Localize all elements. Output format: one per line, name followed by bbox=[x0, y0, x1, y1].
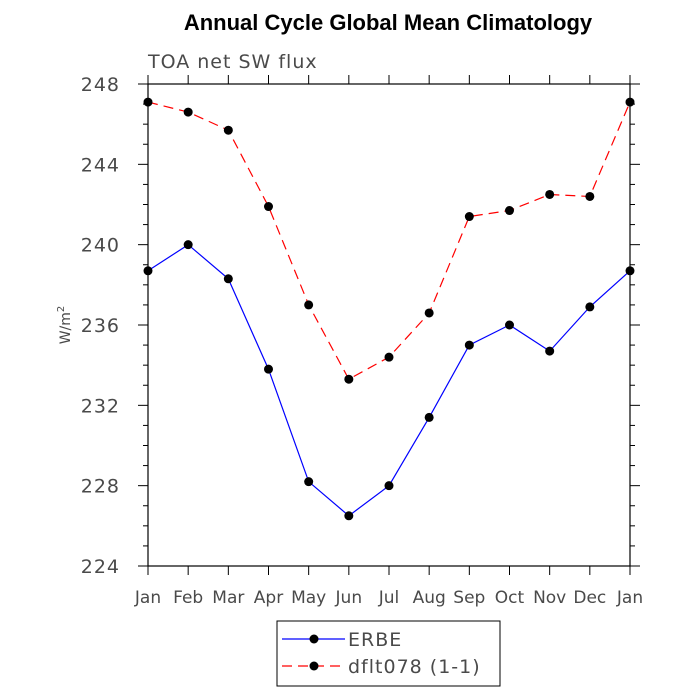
y-tick-label: 236 bbox=[81, 315, 120, 337]
plot-frame bbox=[147, 83, 631, 567]
x-tick-label: Oct bbox=[495, 588, 525, 608]
legend-marker bbox=[309, 634, 319, 644]
data-point bbox=[505, 320, 514, 330]
series-line bbox=[147, 101, 631, 381]
data-point bbox=[223, 125, 233, 135]
x-tick-label: Sep bbox=[453, 588, 485, 608]
data-point bbox=[264, 364, 273, 374]
data-point bbox=[424, 308, 434, 318]
data-point bbox=[625, 97, 635, 107]
data-point bbox=[344, 374, 354, 384]
x-tick-label: Mar bbox=[212, 588, 244, 608]
data-point bbox=[183, 240, 193, 250]
data-point bbox=[424, 412, 434, 422]
data-point bbox=[344, 511, 354, 521]
plot-axes bbox=[138, 75, 640, 575]
legend-label: dflt078 (1-1) bbox=[348, 656, 481, 678]
data-point bbox=[384, 352, 394, 362]
chart-title: Annual Cycle Global Mean Climatology bbox=[184, 10, 593, 35]
legend: ERBE dflt078 (1-1) bbox=[276, 620, 501, 687]
y-axis-label-sup: 2 bbox=[56, 306, 67, 312]
series-1 bbox=[143, 97, 635, 384]
data-point bbox=[223, 274, 233, 284]
data-point bbox=[625, 266, 635, 276]
x-tick-label: Nov bbox=[533, 588, 566, 608]
y-tick-label: 244 bbox=[81, 154, 120, 176]
legend-marker bbox=[309, 661, 319, 671]
y-tick-label: 248 bbox=[81, 74, 120, 96]
data-point bbox=[143, 266, 153, 276]
data-point bbox=[585, 191, 595, 201]
legend-box bbox=[276, 620, 501, 687]
series-0 bbox=[143, 240, 635, 521]
x-tick-label: Jan bbox=[134, 588, 161, 608]
y-tick-labels: 224 228 232 236 240 244 248 bbox=[81, 74, 120, 578]
x-tick-labels: Jan Feb Mar Apr May Jun Jul Aug Sep Oct Nov Dec Jan bbox=[134, 588, 643, 608]
y-tick-label: 232 bbox=[81, 395, 120, 417]
x-tick-label: May bbox=[291, 588, 326, 608]
data-point bbox=[464, 340, 474, 350]
x-tick-label: Jun bbox=[335, 588, 363, 608]
data-point bbox=[183, 107, 193, 117]
x-tick-label: Apr bbox=[254, 588, 283, 608]
data-point bbox=[545, 189, 555, 199]
y-tick-label: 240 bbox=[81, 235, 120, 257]
data-point bbox=[384, 481, 394, 491]
y-axis-label: W/m2 bbox=[56, 306, 74, 345]
data-point bbox=[464, 212, 474, 222]
x-tick-label: Jan bbox=[616, 588, 643, 608]
x-tick-label: Jul bbox=[378, 588, 400, 608]
x-tick-label: Feb bbox=[173, 588, 203, 608]
chart-subtitle: TOA net SW flux bbox=[147, 51, 318, 73]
data-point bbox=[304, 477, 314, 487]
data-point bbox=[143, 97, 153, 107]
data-point bbox=[505, 206, 514, 216]
y-axis-label-base: W/m bbox=[58, 312, 74, 344]
x-tick-label: Aug bbox=[413, 588, 446, 608]
y-tick-label: 224 bbox=[81, 556, 120, 578]
data-point bbox=[304, 300, 314, 310]
series-line bbox=[147, 243, 631, 517]
x-tick-label: Dec bbox=[573, 588, 606, 608]
y-tick-label: 228 bbox=[81, 476, 120, 498]
data-point bbox=[585, 302, 595, 312]
series-layer bbox=[143, 97, 635, 521]
data-point bbox=[545, 346, 555, 356]
data-point bbox=[264, 202, 273, 212]
legend-label: ERBE bbox=[348, 629, 402, 651]
